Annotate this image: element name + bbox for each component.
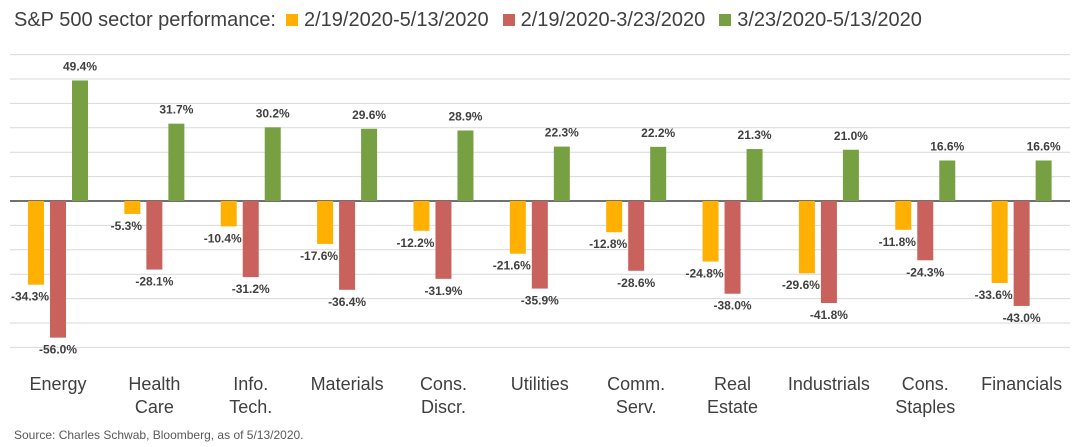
data-label-series-1-4: -12.2% <box>396 236 434 250</box>
category-label-6-line-0: Comm. <box>607 374 665 394</box>
bar-series-2-6 <box>628 201 645 271</box>
category-label-1-line-0: Health <box>128 374 180 394</box>
bar-series-1-7 <box>702 201 719 262</box>
category-label-0-line-0: Energy <box>29 374 86 394</box>
bar-series-2-1 <box>146 201 163 270</box>
bar-series-3-1 <box>168 123 185 201</box>
data-label-series-2-10: -43.0% <box>1003 311 1041 325</box>
bar-series-3-0 <box>72 80 88 201</box>
bar-series-2-2 <box>242 201 259 278</box>
category-label-7-line-0: Real <box>714 374 751 394</box>
category-labels: Energy Health Care Info. Tech. Materials Cons.… <box>29 374 1062 417</box>
data-label-series-2-5: -35.9% <box>521 294 559 308</box>
category-label-4-line-0: Cons. <box>420 374 467 394</box>
data-label-series-1-10: -33.6% <box>975 288 1013 302</box>
bar-series-2-9 <box>917 201 934 261</box>
source-note: Source: Charles Schwab, Bloomberg, as of… <box>14 428 304 442</box>
bar-series-1-10 <box>991 201 1008 283</box>
bar-series-3-5 <box>553 146 570 201</box>
data-label-series-2-6: -28.6% <box>617 276 655 290</box>
bar-series-1-5 <box>509 201 526 254</box>
data-label-series-1-6: -12.8% <box>589 237 627 251</box>
data-label-series-2-9: -24.3% <box>906 265 944 279</box>
data-label-series-3-8: 21.0% <box>834 129 868 143</box>
category-label-1-line-1: Care <box>135 397 174 417</box>
data-label-series-3-9: 16.6% <box>930 139 964 153</box>
data-label-series-1-9: -11.8% <box>879 235 917 249</box>
category-label-3-line-0: Materials <box>311 374 384 394</box>
bar-series-3-6 <box>650 146 667 201</box>
data-label-series-1-8: -29.6% <box>782 278 820 292</box>
category-label-4-line-1: Discr. <box>421 397 466 417</box>
data-label-series-1-3: -17.6% <box>300 249 338 263</box>
data-label-series-2-2: -31.2% <box>232 282 270 296</box>
data-label-series-3-6: 22.2% <box>641 126 675 140</box>
chart-title: S&P 500 sector performance: <box>14 8 276 31</box>
bar-series-2-8 <box>820 201 837 303</box>
data-label-series-1-1: -5.3% <box>111 219 143 233</box>
bars <box>28 80 1052 338</box>
data-label-series-3-1: 31.7% <box>159 103 193 117</box>
data-label-series-3-7: 21.3% <box>738 128 772 142</box>
bar-series-2-7 <box>724 201 741 294</box>
category-label-2-line-1: Tech. <box>229 397 272 417</box>
legend-item-series-3: 3/23/2020-5/13/2020 <box>719 9 922 32</box>
bar-series-3-8 <box>842 149 859 201</box>
category-label-10-line-0: Financials <box>981 374 1062 394</box>
bar-series-2-4 <box>435 201 452 279</box>
bar-series-3-10 <box>1035 160 1052 201</box>
legend-swatch-series-1 <box>286 14 298 26</box>
legend-label-series-2: 2/19/2020-3/23/2020 <box>520 8 706 31</box>
bar-series-3-7 <box>746 149 763 201</box>
category-label-2-line-0: Info. <box>233 374 268 394</box>
category-label-7-line-1: Estate <box>707 397 758 417</box>
bar-series-1-3 <box>317 201 334 244</box>
bar-series-2-0 <box>50 201 66 338</box>
data-label-series-3-4: 28.9% <box>448 109 482 123</box>
data-label-series-3-10: 16.6% <box>1027 139 1061 153</box>
data-label-series-1-2: -10.4% <box>204 231 242 245</box>
bar-series-1-2 <box>220 201 237 227</box>
data-label-series-3-3: 29.6% <box>352 108 386 122</box>
bar-series-1-4 <box>413 201 430 231</box>
data-label-series-2-7: -38.0% <box>714 299 752 313</box>
data-label-series-2-4: -31.9% <box>424 284 462 298</box>
bar-series-3-3 <box>361 128 378 201</box>
data-label-series-1-0: -34.3% <box>11 290 49 304</box>
legend-item-series-1: 2/19/2020-5/13/2020 <box>286 9 489 32</box>
category-label-5-line-0: Utilities <box>511 374 569 394</box>
bar-series-2-10 <box>1013 201 1030 306</box>
legend-swatch-series-3 <box>719 14 732 26</box>
bar-series-1-9 <box>895 201 912 230</box>
legend-swatch-series-2 <box>502 14 515 26</box>
bar-series-3-9 <box>939 160 956 201</box>
value-labels: -34.3% -56.0% 49.4% -5.3% -28.1% 31.7% -10.4% -… <box>11 59 1061 356</box>
bar-series-2-5 <box>531 201 548 289</box>
category-label-8-line-0: Industrials <box>788 374 870 394</box>
legend-label-series-3: 3/23/2020-5/13/2020 <box>737 8 922 31</box>
bar-series-1-1 <box>124 201 141 214</box>
data-label-series-2-1: -28.1% <box>135 275 173 289</box>
legend-label-series-1: 2/19/2020-5/13/2020 <box>304 8 489 31</box>
data-label-series-1-7: -24.8% <box>686 267 724 281</box>
bar-series-2-3 <box>339 201 356 290</box>
data-label-series-2-3: -36.4% <box>328 295 366 309</box>
category-label-9-line-0: Cons. <box>902 374 949 394</box>
bar-series-1-6 <box>606 201 623 233</box>
bar-series-1-0 <box>28 201 44 285</box>
bar-series-3-4 <box>457 130 474 201</box>
data-label-series-3-0: 49.4% <box>63 59 97 73</box>
data-label-series-2-8: -41.8% <box>810 308 848 322</box>
category-label-9-line-1: Staples <box>895 397 955 417</box>
data-label-series-3-5: 22.3% <box>545 126 579 140</box>
legend-item-series-2: 2/19/2020-3/23/2020 <box>502 8 706 32</box>
data-label-series-3-2: 30.2% <box>256 106 290 120</box>
bar-series-3-2 <box>264 127 281 201</box>
bar-series-1-8 <box>798 201 815 274</box>
data-label-series-2-0: -56.0% <box>39 343 77 357</box>
data-label-series-1-5: -21.6% <box>493 259 531 273</box>
category-label-6-line-1: Serv. <box>616 397 657 417</box>
chart-header: S&P 500 sector performance: 2/19/2020-5/… <box>14 6 936 34</box>
